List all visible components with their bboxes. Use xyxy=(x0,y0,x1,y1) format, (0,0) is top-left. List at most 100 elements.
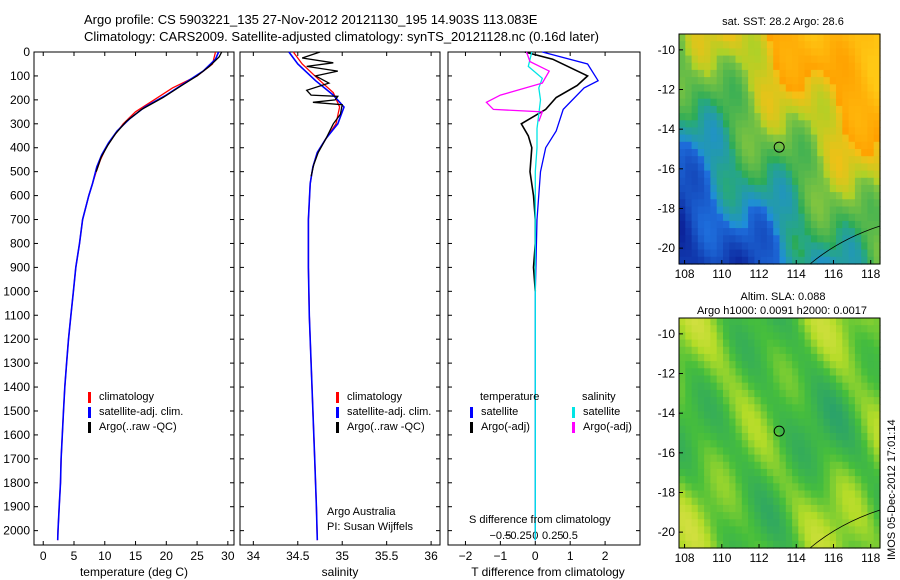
map-cell xyxy=(735,526,743,535)
map-cell xyxy=(754,256,762,265)
map-cell xyxy=(735,476,743,484)
map-cell xyxy=(785,156,793,164)
map-cell xyxy=(685,490,693,499)
map-cell xyxy=(785,220,793,229)
y-tick-label: 1800 xyxy=(3,476,30,490)
difference-series-1 xyxy=(520,51,590,292)
map-cell xyxy=(735,332,743,341)
map-cell xyxy=(804,519,812,528)
map-cell xyxy=(704,163,711,172)
map-cell xyxy=(842,476,850,484)
map-cell xyxy=(760,504,768,513)
map-cell xyxy=(798,134,806,143)
map-cell xyxy=(842,361,850,369)
map-cell xyxy=(679,242,686,251)
map-cell xyxy=(710,69,718,78)
map-cell xyxy=(823,55,831,64)
map-cell xyxy=(760,440,768,448)
map-cell xyxy=(710,504,718,513)
map-cell xyxy=(861,339,869,348)
map-cell xyxy=(779,433,787,441)
map-cell xyxy=(842,346,850,355)
map-cell xyxy=(729,540,737,549)
map-cell xyxy=(723,120,730,129)
map-cell xyxy=(766,533,774,542)
map-cell xyxy=(760,177,768,186)
map-cell xyxy=(785,454,793,463)
map-x-tick-label: 108 xyxy=(675,267,695,281)
map-cell xyxy=(723,134,730,143)
map-cell xyxy=(748,170,755,179)
map-cell xyxy=(729,156,737,164)
map-cell xyxy=(760,389,768,398)
map-cell xyxy=(729,77,737,85)
map-cell xyxy=(773,454,781,463)
map-cell xyxy=(861,213,869,222)
map-cell xyxy=(829,504,837,513)
map-cell xyxy=(697,149,705,157)
map-cell xyxy=(729,120,737,129)
map-cell xyxy=(823,235,831,244)
map-cell xyxy=(766,339,774,348)
map-cell xyxy=(773,504,781,513)
map-cell xyxy=(760,325,768,333)
map-cell xyxy=(861,120,869,129)
map-cell xyxy=(867,490,875,499)
map-cell xyxy=(842,332,850,341)
map-cell xyxy=(773,77,781,85)
map-cell xyxy=(704,504,711,513)
map-cell xyxy=(829,184,837,193)
map-cell xyxy=(735,504,743,513)
map-cell xyxy=(842,192,850,200)
map-y-tick-label: -20 xyxy=(658,525,676,539)
map-cell xyxy=(735,55,743,64)
map-cell xyxy=(704,533,711,542)
map-cell xyxy=(735,235,743,244)
map-cell xyxy=(760,163,768,172)
map-cell xyxy=(854,113,862,121)
y-tick-label: 500 xyxy=(10,165,30,179)
map-cell xyxy=(716,55,724,64)
map-cell xyxy=(829,177,837,186)
map-cell xyxy=(836,425,843,434)
map-cell xyxy=(748,91,755,100)
map-cell xyxy=(854,213,862,222)
map-cell xyxy=(704,540,711,549)
map-cell xyxy=(792,77,799,85)
map-cell xyxy=(817,163,825,172)
map-cell xyxy=(829,98,837,107)
map-cell xyxy=(754,213,762,222)
map-cell xyxy=(779,141,787,150)
map-cell xyxy=(741,235,749,244)
map-cell xyxy=(792,375,799,384)
map-cell xyxy=(804,242,812,251)
map-cell xyxy=(836,404,843,413)
map-cell xyxy=(710,411,718,420)
map-cell xyxy=(773,213,781,222)
map-cell xyxy=(748,249,755,258)
map-cell xyxy=(854,41,862,49)
map-cell xyxy=(704,156,711,164)
map-cell xyxy=(823,170,831,179)
map-cell xyxy=(779,404,787,413)
temperature-panel: 0100200300400500600700800900100011001200… xyxy=(3,45,235,563)
map-cell xyxy=(729,141,737,150)
map-cell xyxy=(691,134,699,143)
map-cell xyxy=(710,476,718,484)
map-cell xyxy=(710,512,718,520)
map-cell xyxy=(861,411,869,420)
salinity-series-1 xyxy=(288,51,345,541)
map-cell xyxy=(785,41,793,49)
map-cell xyxy=(836,325,843,333)
map-cell xyxy=(829,353,837,362)
map-cell xyxy=(704,411,711,420)
argo-annotation-line1: Argo Australia xyxy=(327,506,396,518)
map-cell xyxy=(760,156,768,164)
map-cell xyxy=(873,332,881,341)
map-cell xyxy=(785,134,793,143)
map-cell xyxy=(804,34,812,42)
map-cell xyxy=(691,325,699,333)
map-cell xyxy=(810,404,818,413)
map-cell xyxy=(766,206,774,215)
map-cell xyxy=(829,490,837,499)
